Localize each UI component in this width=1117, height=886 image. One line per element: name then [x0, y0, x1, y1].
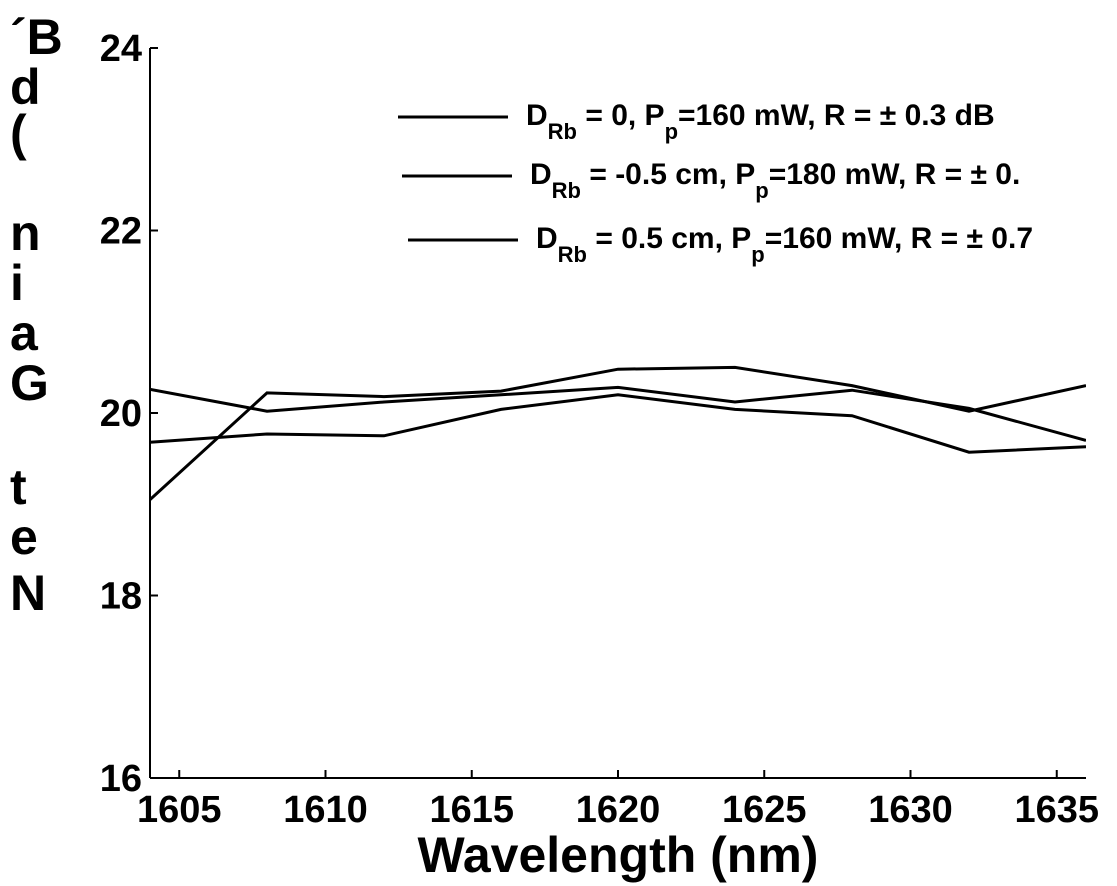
- x-tick-label: 1630: [868, 789, 953, 831]
- legend-label-part: p: [751, 242, 764, 267]
- y-tick-label: 24: [100, 28, 142, 70]
- y-axis-title-glyph: G: [10, 355, 49, 411]
- legend-label-part: =160 mW, R = ± 0.7: [765, 222, 1033, 255]
- x-tick-label: 1620: [576, 789, 661, 831]
- series-line-3: [150, 393, 1086, 454]
- y-axis-title-glyph: d: [10, 59, 41, 115]
- series-group: [150, 365, 1086, 501]
- y-ticks: 16 18 20 22 24: [100, 28, 158, 800]
- x-ticks: 1605 1610 1615 1620 1625 1630 1635: [137, 770, 1099, 831]
- legend-item-3: DRb = 0.5 cm, Pp=160 mW, R = ± 0.7: [408, 222, 1033, 267]
- legend-label-part: = 0.5 cm, P: [587, 222, 751, 255]
- series-line-2: [150, 385, 1086, 442]
- legend-label-part: =180 mW, R = ± 0.: [769, 158, 1021, 191]
- x-tick-label: 1610: [283, 789, 368, 831]
- legend-label-part: D: [536, 222, 558, 255]
- x-tick-label: 1605: [137, 789, 222, 831]
- legend-label-part: = 0, P: [577, 99, 665, 132]
- legend-label-part: =160 mW, R = ± 0.3 dB: [678, 99, 995, 132]
- legend-label: DRb = 0, Pp=160 mW, R = ± 0.3 dB: [526, 99, 995, 144]
- legend-label-part: D: [526, 99, 548, 132]
- legend-label-part: Rb: [548, 119, 577, 144]
- y-tick-label: 22: [100, 211, 142, 253]
- legend-item-1: DRb = 0, Pp=160 mW, R = ± 0.3 dB: [398, 99, 995, 144]
- legend-label-part: Rb: [558, 242, 587, 267]
- y-tick-label: 18: [100, 576, 142, 618]
- y-axis-title-glyph: n: [10, 205, 41, 261]
- legend-item-2: DRb = -0.5 cm, Pp=180 mW, R = ± 0.: [402, 158, 1020, 203]
- legend-label-part: p: [755, 178, 768, 203]
- y-tick-label: 20: [100, 393, 142, 435]
- y-axis-title-glyph: N: [10, 565, 46, 621]
- legend-label: DRb = -0.5 cm, Pp=180 mW, R = ± 0.: [530, 158, 1020, 203]
- legend-label-part: p: [665, 119, 678, 144]
- y-axis-title-glyph: i: [10, 255, 24, 311]
- y-axis-title-glyph: (: [10, 105, 27, 161]
- legend-label: DRb = 0.5 cm, Pp=160 mW, R = ± 0.7: [536, 222, 1033, 267]
- y-tick-label: 16: [100, 758, 142, 800]
- legend-label-part: D: [530, 158, 552, 191]
- x-tick-label: 1615: [429, 789, 514, 831]
- y-axis-title-glyph: a: [10, 305, 39, 361]
- y-axis-title-glyph: e: [10, 509, 38, 565]
- x-tick-label: 1625: [722, 789, 807, 831]
- x-tick-label: 1635: [1014, 789, 1099, 831]
- y-axis-title-glyph: ´B: [10, 9, 63, 65]
- x-axis-title: Wavelength (nm): [418, 827, 819, 883]
- legend-label-part: Rb: [552, 178, 581, 203]
- y-axis-title-glyph: t: [10, 459, 27, 515]
- legend-label-part: = -0.5 cm, P: [581, 158, 755, 191]
